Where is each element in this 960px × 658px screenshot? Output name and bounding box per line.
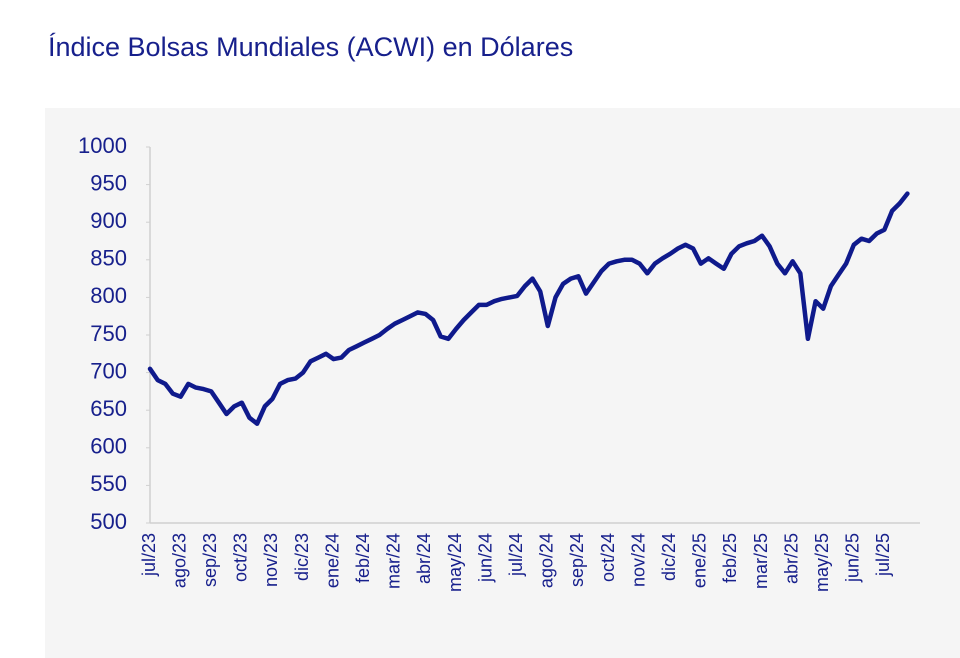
y-tick-label: 950 — [90, 170, 127, 195]
x-tick-label: mar/24 — [384, 533, 404, 589]
y-tick-label: 600 — [90, 434, 127, 459]
x-tick-label: jul/25 — [873, 533, 893, 577]
chart-title: Índice Bolsas Mundiales (ACWI) en Dólare… — [48, 32, 573, 62]
y-tick-label: 650 — [90, 396, 127, 421]
x-tick-label: jun/24 — [475, 533, 495, 583]
x-tick-label: abr/25 — [781, 533, 801, 584]
x-tick-label: abr/24 — [414, 533, 434, 584]
line — [147, 191, 910, 426]
x-tick-label: dic/23 — [292, 533, 312, 581]
y-tick-label: 500 — [90, 509, 127, 534]
x-tick-label: nov/24 — [628, 533, 648, 587]
x-tick-label: ago/24 — [537, 533, 557, 588]
x-tick-label: oct/24 — [598, 533, 618, 582]
y-tick-label: 800 — [90, 283, 127, 308]
x-tick-label: ago/23 — [169, 533, 189, 588]
x-tick-label: nov/23 — [261, 533, 281, 587]
x-tick-label: feb/25 — [720, 533, 740, 583]
x-tick-label: ene/25 — [690, 533, 710, 588]
y-tick-label: 700 — [90, 358, 127, 383]
y-tick-label: 850 — [90, 246, 127, 271]
x-tick-label: oct/23 — [231, 533, 251, 582]
x-tick-label: jun/25 — [843, 533, 863, 583]
x-tick-label: feb/24 — [353, 533, 373, 583]
x-tick-label: mar/25 — [751, 533, 771, 589]
y-tick-label: 750 — [90, 321, 127, 346]
y-tick-label: 550 — [90, 471, 127, 496]
panel — [45, 108, 960, 658]
x-tick-label: ene/24 — [322, 533, 342, 588]
x-tick-label: jul/23 — [139, 533, 159, 577]
x-tick-label: sep/23 — [200, 533, 220, 587]
y-tick-label: 1000 — [78, 133, 127, 158]
x-tick-label: dic/24 — [659, 533, 679, 581]
x-tick-label: jul/24 — [506, 533, 526, 577]
y-tick-label: 900 — [90, 208, 127, 233]
x-tick-label: may/25 — [812, 533, 832, 592]
x-tick-label: may/24 — [445, 533, 465, 592]
x-tick-label: sep/24 — [567, 533, 587, 587]
